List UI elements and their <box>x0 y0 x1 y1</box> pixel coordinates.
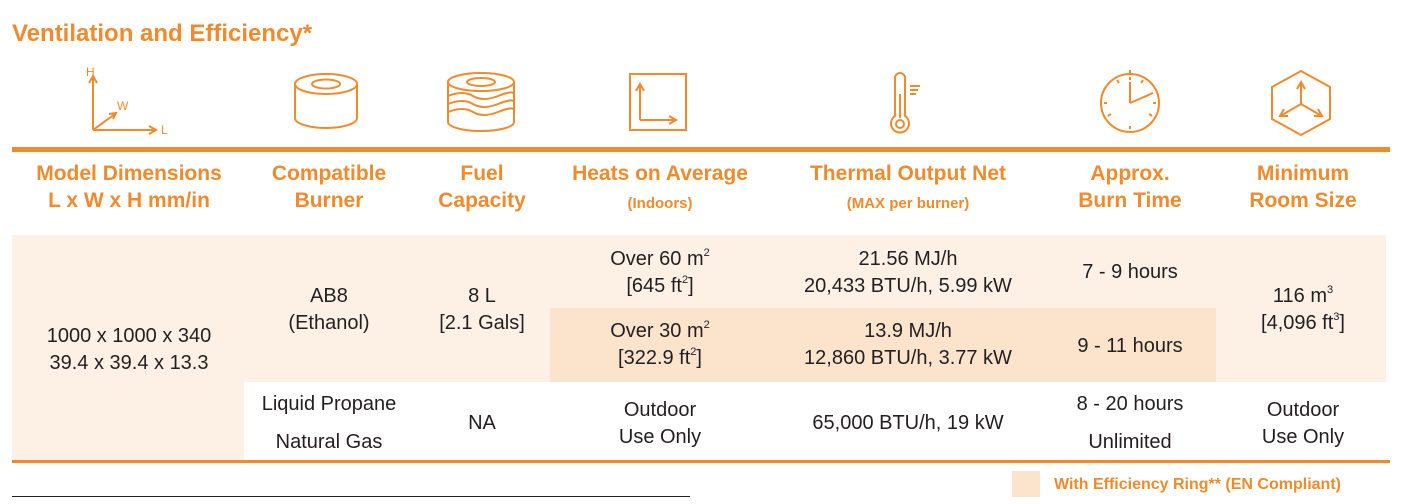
dimensions-in: 39.4 x 39.4 x 13.3 <box>49 352 209 374</box>
model-dimensions-value: 1000 x 1000 x 340 39.4 x 39.4 x 13.3 <box>20 323 238 377</box>
dimensions-band <box>12 382 244 460</box>
legend-swatch <box>1012 471 1040 497</box>
burn-time-efficiency-ring: 9 - 11 hours <box>1077 335 1183 357</box>
burner-liquid-propane: Liquid Propane <box>261 393 397 415</box>
fuel-litres: 8 L <box>468 285 496 307</box>
efficiency-ring-band <box>550 308 1216 382</box>
heats-gas: Outdoor Use Only <box>552 397 768 451</box>
header-model-dimensions: Model Dimensions L x W x H mm/in <box>20 160 238 214</box>
thermal-standard: 21.56 MJ/h 20,433 BTU/h, 5.99 kW <box>778 246 1038 300</box>
header-subtitle: (Indoors) <box>627 195 693 212</box>
header-fuel-capacity: Fuel Capacity <box>418 160 546 214</box>
heats-metric: Over 60 m2 <box>610 247 710 270</box>
fuel-capacity-gas: NA <box>468 412 496 434</box>
header-line: Model Dimensions <box>36 162 222 185</box>
burner-fuel-type: (Ethanol) <box>288 312 370 334</box>
header-line: Burn Time <box>1078 189 1182 212</box>
header-line: Approx. <box>1090 162 1170 185</box>
room-gas-line: Use Only <box>1261 426 1345 448</box>
header-top-rule <box>12 147 1390 152</box>
thermal-mj: 21.56 MJ/h <box>858 248 958 270</box>
room-metric: 116 m3 <box>1272 284 1334 307</box>
header-burn-time: Approx. Burn Time <box>1046 160 1214 214</box>
axis-w-label: W <box>117 99 129 113</box>
header-thermal-output: Thermal Output Net (MAX per burner) <box>778 160 1038 221</box>
header-line: L x W x H mm/in <box>48 189 210 212</box>
header-line: Thermal Output Net <box>809 162 1006 185</box>
thermal-btu-kw: 20,433 BTU/h, 5.99 kW <box>804 275 1012 297</box>
heats-efficiency-ring: Over 30 m2 [322.9 ft2] <box>552 318 768 372</box>
burn-time-natural-gas: Unlimited <box>1088 431 1172 453</box>
room-imperial: [4,096 ft3] <box>1261 311 1345 334</box>
heats-gas-line: Use Only <box>618 426 702 448</box>
header-line: Fuel <box>460 162 504 185</box>
legend-label: With Efficiency Ring** (EN Compliant) <box>1054 476 1341 493</box>
header-line: Room Size <box>1249 189 1357 212</box>
axis-h-label: H <box>86 65 95 79</box>
header-compatible-burner: Compatible Burner <box>250 160 408 214</box>
thermometer-icon <box>890 72 920 134</box>
heats-gas-line: Outdoor <box>623 399 697 421</box>
heats-imperial: [322.9 ft2] <box>618 346 702 369</box>
footnote-rule <box>12 496 690 497</box>
header-line: Heats on Average <box>572 162 748 185</box>
room-gas-line: Outdoor <box>1266 399 1340 421</box>
header-line: Minimum <box>1256 162 1350 185</box>
room-cube-icon <box>1271 69 1331 137</box>
fuel-gallons: [2.1 Gals] <box>439 312 525 334</box>
header-line: Burner <box>294 189 364 212</box>
burner-icon <box>294 73 358 129</box>
dimensions-axes-icon: H W L <box>86 65 168 137</box>
dimensions-mm: 1000 x 1000 x 340 <box>46 325 212 347</box>
burner-natural-gas: Natural Gas <box>275 431 383 453</box>
header-minimum-room-size: Minimum Room Size <box>1220 160 1386 214</box>
header-line: Compatible <box>271 162 387 185</box>
heats-metric: Over 30 m2 <box>610 319 710 342</box>
clock-icon <box>1100 70 1160 133</box>
heats-imperial: [645 ft2] <box>626 274 694 297</box>
burner-model: AB8 <box>310 285 348 307</box>
thermal-btu-kw: 12,860 BTU/h, 3.77 kW <box>804 347 1012 369</box>
thermal-efficiency-ring: 13.9 MJ/h 12,860 BTU/h, 3.77 kW <box>778 318 1038 372</box>
fuel-container-icon <box>447 72 515 132</box>
header-heats-on-average: Heats on Average (Indoors) <box>552 160 768 221</box>
room-size-ethanol: 116 m3 [4,096 ft3] <box>1220 283 1386 337</box>
burn-time-liquid-propane: 8 - 20 hours <box>1076 393 1184 415</box>
header-line: Capacity <box>438 189 526 212</box>
burner-ethanol: AB8 (Ethanol) <box>250 283 408 337</box>
thermal-mj: 13.9 MJ/h <box>864 320 952 342</box>
room-size-gas: Outdoor Use Only <box>1220 397 1386 451</box>
floor-area-icon <box>629 73 687 131</box>
fuel-capacity-ethanol: 8 L [2.1 Gals] <box>418 283 546 337</box>
axis-l-label: L <box>161 123 168 137</box>
burn-time-standard: 7 - 9 hours <box>1082 261 1178 283</box>
heats-standard: Over 60 m2 [645 ft2] <box>552 246 768 300</box>
table-bottom-rule <box>12 460 1390 463</box>
section-title: Ventilation and Efficiency* <box>12 20 313 47</box>
header-subtitle: (MAX per burner) <box>846 195 970 212</box>
thermal-gas: 65,000 BTU/h, 19 kW <box>812 412 1004 434</box>
